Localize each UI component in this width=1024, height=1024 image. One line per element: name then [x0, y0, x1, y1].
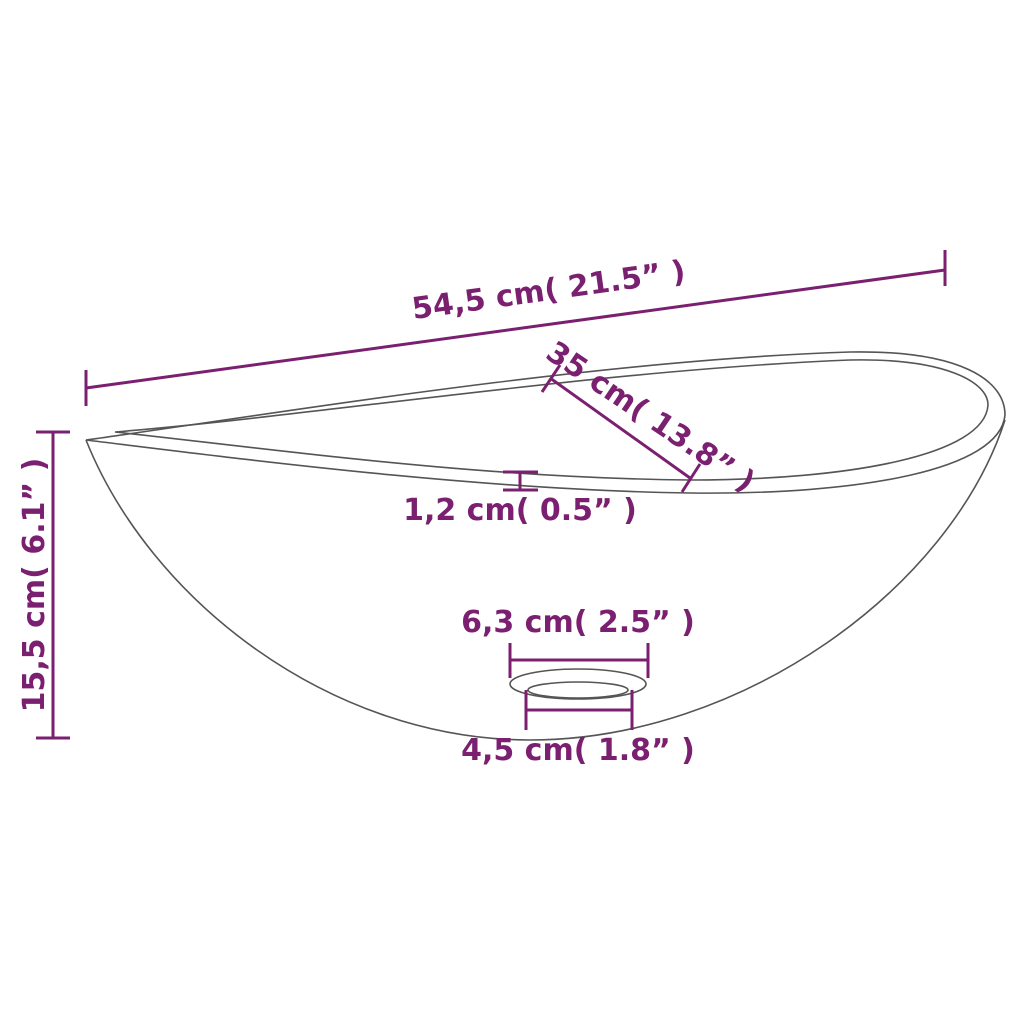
height-label: 15,5 cm( 6.1” ) [17, 458, 52, 713]
drain-inner-label: 4,5 cm( 1.8” ) [461, 733, 695, 768]
length-dimension: 54,5 cm( 21.5” ) [84, 250, 947, 406]
rim-thickness-dimension: 1,2 cm( 0.5” ) [403, 470, 637, 528]
drain [509, 668, 647, 700]
length-label: 54,5 cm( 21.5” ) [410, 254, 688, 327]
height-dimension: 15,5 cm( 6.1” ) [17, 430, 70, 740]
drain-outer-dimension: 6,3 cm( 2.5” ) [461, 605, 695, 678]
drain-inner-dimension: 4,5 cm( 1.8” ) [461, 690, 695, 768]
rim-thickness-label: 1,2 cm( 0.5” ) [403, 493, 637, 528]
basin-outline [85, 351, 1006, 741]
drain-outer-label: 6,3 cm( 2.5” ) [461, 605, 695, 640]
